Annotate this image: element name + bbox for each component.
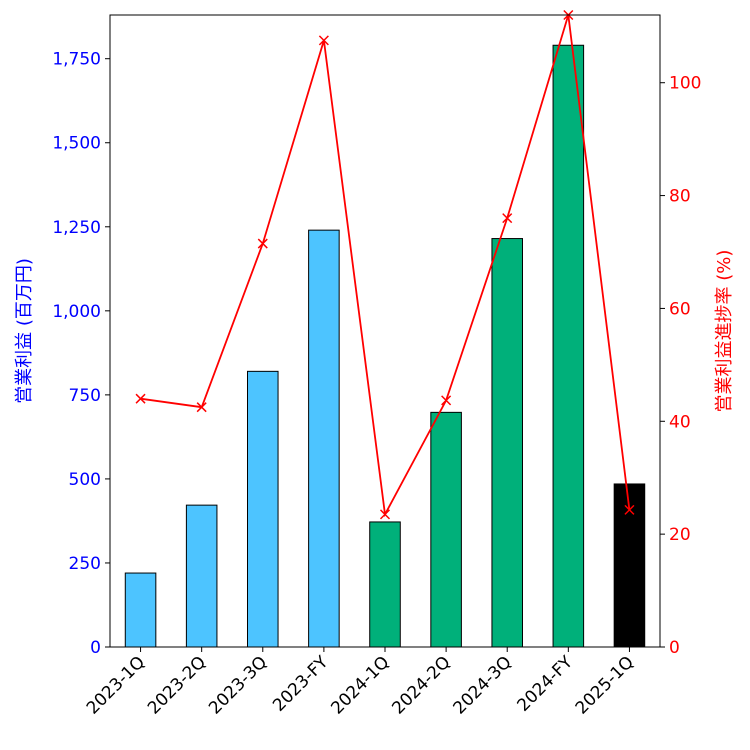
left-tick-label: 0 xyxy=(90,638,101,658)
progress-marker-2024-3Q xyxy=(502,213,513,224)
x-axis-ticks: 2023-1Q2023-2Q2023-3Q2023-FY2024-1Q2024-… xyxy=(83,647,638,719)
progress-marker-2024-2Q xyxy=(441,395,452,406)
bar-2024-2Q xyxy=(430,411,462,648)
right-tick-label: 60 xyxy=(669,299,691,319)
bar-2023-2Q xyxy=(185,504,218,648)
left-tick-label: 1,750 xyxy=(52,50,101,70)
bar-2024-FY xyxy=(552,44,585,648)
x-tick-label: 2024-FY xyxy=(514,652,578,716)
left-tick-label: 250 xyxy=(69,554,101,574)
progress-marker-2025-1Q xyxy=(624,504,635,515)
left-tick-label: 750 xyxy=(69,386,101,406)
bar-2024-3Q xyxy=(491,238,524,648)
right-tick-label: 80 xyxy=(669,187,691,207)
x-tick-label: 2024-2Q xyxy=(388,652,454,718)
bar-2023-1Q xyxy=(124,572,157,648)
progress-marker-2023-FY xyxy=(318,35,329,46)
right-axis-title: 営業利益進捗率 (%) xyxy=(714,250,735,413)
bar-2024-1Q xyxy=(369,521,401,648)
bar-2023-3Q xyxy=(247,370,279,648)
progress-line-group xyxy=(135,9,635,520)
right-tick-label: 40 xyxy=(669,412,691,432)
right-tick-label: 0 xyxy=(669,638,680,658)
progress-marker-2023-1Q xyxy=(135,393,146,404)
right-tick-label: 20 xyxy=(669,525,691,545)
x-tick-label: 2025-1Q xyxy=(572,652,638,718)
x-tick-label: 2023-1Q xyxy=(83,652,149,718)
bars-group xyxy=(124,44,646,648)
right-tick-label: 100 xyxy=(669,74,701,94)
x-tick-label: 2024-1Q xyxy=(327,652,393,718)
bar-2025-1Q xyxy=(613,483,646,648)
x-tick-label: 2023-FY xyxy=(269,652,333,716)
x-tick-label: 2024-3Q xyxy=(450,652,516,718)
right-axis-ticks: 0 20 40 60 80 100 xyxy=(660,74,701,658)
x-tick-label: 2023-3Q xyxy=(205,652,271,718)
bar-2023-FY xyxy=(308,229,340,648)
left-tick-label: 1,500 xyxy=(52,134,101,154)
left-tick-label: 1,000 xyxy=(52,302,101,322)
left-axis-ticks: 0 250 500 750 1,000 1,250 1,500 1,750 xyxy=(52,15,111,658)
progress-marker-2023-3Q xyxy=(257,238,268,249)
left-tick-label: 500 xyxy=(69,470,101,490)
left-tick-label: 1,250 xyxy=(52,218,101,238)
x-tick-label: 2023-2Q xyxy=(144,652,210,718)
progress-marker-2024-1Q xyxy=(379,509,391,520)
left-axis-title: 営業利益 (百万円) xyxy=(14,258,35,404)
progress-marker-2023-2Q xyxy=(196,402,207,413)
